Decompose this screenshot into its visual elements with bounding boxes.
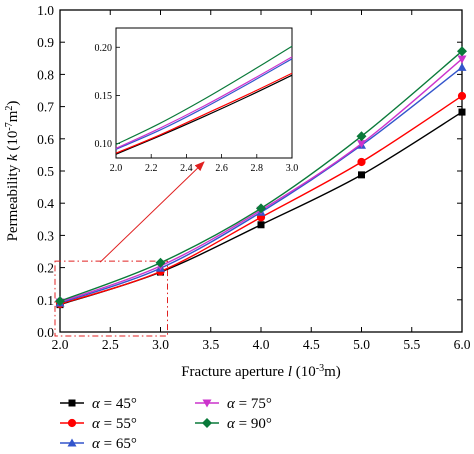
- label-part: = 55°: [100, 416, 137, 432]
- legend-label: α = 90°: [227, 416, 272, 432]
- x-tick-label: 4.5: [303, 337, 320, 352]
- label-part: m: [5, 110, 21, 122]
- data-point: [457, 55, 467, 64]
- inset-x-tick-label: 3.0: [286, 163, 299, 174]
- legend-marker: [202, 418, 212, 428]
- x-tick-label: 5.0: [353, 337, 370, 352]
- x-tick-label: 5.5: [403, 337, 420, 352]
- inset-y-tick-label: 0.20: [95, 43, 113, 54]
- data-point: [457, 62, 467, 71]
- label-part: α: [227, 396, 236, 412]
- label-part: = 90°: [235, 416, 272, 432]
- data-point: [256, 203, 266, 214]
- zoom-region-box: [54, 260, 168, 337]
- inset-series-line: [115, 45, 293, 146]
- legend-marker: [67, 418, 77, 428]
- legend: α = 45°α = 55°α = 65°α = 75°α = 90°: [60, 396, 272, 452]
- y-axis-title: Permeability k (10-7m2): [4, 101, 22, 242]
- x-axis-title: Fracture aperture l (10-3m): [181, 363, 341, 381]
- data-point: [357, 157, 366, 167]
- x-tick-label: 3.0: [152, 337, 169, 352]
- inset-x-tick-label: 2.0: [110, 163, 123, 174]
- label-part: k: [5, 154, 21, 161]
- data-point: [356, 131, 367, 142]
- legend-marker: [67, 438, 77, 447]
- data-point: [457, 46, 467, 57]
- y-tick-label: 1.0: [37, 3, 54, 18]
- legend-marker: [202, 399, 212, 408]
- data-point: [155, 257, 166, 268]
- y-tick-label: 0.7: [37, 100, 54, 115]
- label-part: -3: [316, 363, 324, 374]
- label-part: l: [288, 364, 292, 380]
- x-tick-label: 4.0: [253, 337, 270, 352]
- label-part: Fracture aperture: [181, 364, 288, 380]
- inset-y-tick-label: 0.10: [95, 139, 113, 150]
- label-part: ): [5, 101, 21, 106]
- x-tick-label: 2.5: [102, 337, 119, 352]
- x-tick-label: 2.0: [52, 337, 69, 352]
- legend-label: α = 55°: [92, 416, 137, 432]
- inset-plot: 2.0 2.2 2.4 2.6 2.8 3.0 0.10 0.15 0.20: [95, 27, 299, 263]
- y-tick-label: 0.9: [37, 35, 54, 50]
- inset-x-tick-label: 2.4: [180, 163, 193, 174]
- x-tick-label: 3.5: [202, 337, 219, 352]
- data-point: [357, 140, 366, 149]
- label-part: α: [92, 436, 101, 452]
- inset-series-line: [115, 58, 293, 150]
- zoom-arrow: [99, 161, 205, 263]
- label-part: Permeability: [5, 161, 21, 241]
- data-point: [358, 171, 365, 179]
- inset-y-tick-label: 0.15: [95, 91, 113, 102]
- label-part: m): [324, 364, 341, 380]
- inset-x-tick-label: 2.8: [251, 163, 264, 174]
- x-tick-label: 6.0: [454, 337, 471, 352]
- label-part: = 75°: [235, 396, 272, 412]
- inset-x-tick-label: 2.2: [145, 163, 158, 174]
- y-tick-label: 0.3: [37, 228, 54, 243]
- label-part: = 45°: [100, 396, 137, 412]
- inset-x-tick-label: 2.6: [215, 163, 228, 174]
- data-point: [458, 108, 466, 116]
- inset-series-line: [115, 74, 293, 155]
- label-part: 2: [4, 106, 15, 111]
- legend-label: α = 65°: [92, 436, 137, 452]
- y-tick-label: 0.0: [37, 325, 54, 340]
- inset-series-line: [115, 56, 293, 149]
- data-point: [457, 91, 467, 101]
- y-tick-label: 0.2: [37, 261, 54, 276]
- legend-marker: [68, 399, 76, 407]
- y-tick-label: 0.1: [37, 293, 54, 308]
- data-point: [257, 221, 265, 229]
- y-tick-label: 0.5: [37, 164, 54, 179]
- label-part: = 65°: [100, 436, 137, 452]
- label-part: -7: [4, 122, 15, 130]
- inset-series-line: [115, 72, 293, 154]
- legend-label: α = 75°: [227, 396, 272, 412]
- data-point: [55, 296, 65, 307]
- y-tick-label: 0.8: [37, 67, 54, 82]
- label-part: (10: [292, 364, 316, 380]
- y-tick-label: 0.4: [37, 196, 54, 211]
- label-part: α: [92, 416, 101, 432]
- label-part: α: [92, 396, 101, 412]
- legend-label: α = 45°: [92, 396, 137, 412]
- y-tick-label: 0.6: [37, 132, 54, 147]
- label-part: (10: [5, 131, 21, 155]
- label-part: α: [227, 416, 236, 432]
- main-plot: 2.0 2.5 3.0 3.5 4.0 4.5 5.0 5.5 6.0 0.0 0.1 0.2 0.3 0…: [4, 3, 471, 380]
